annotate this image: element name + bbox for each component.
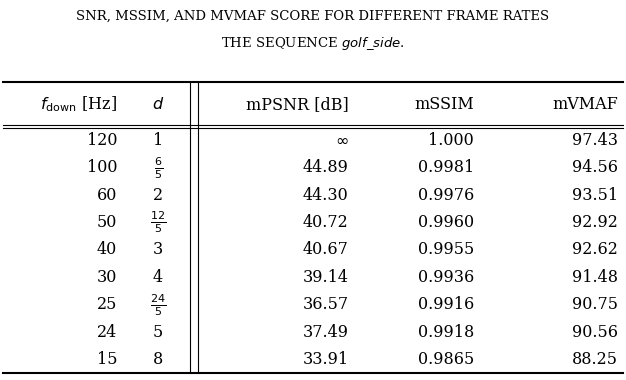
Text: 97.43: 97.43 bbox=[572, 132, 618, 149]
Text: 0.9955: 0.9955 bbox=[418, 241, 474, 258]
Text: 50: 50 bbox=[96, 214, 117, 231]
Text: THE SEQUENCE $\mathit{golf\_side}$.: THE SEQUENCE $\mathit{golf\_side}$. bbox=[221, 35, 405, 52]
Text: 44.30: 44.30 bbox=[303, 187, 349, 204]
Text: SNR, MSSIM, AND MVMAF SCORE FOR DIFFERENT FRAME RATES: SNR, MSSIM, AND MVMAF SCORE FOR DIFFEREN… bbox=[76, 10, 550, 22]
Text: 36.57: 36.57 bbox=[302, 296, 349, 313]
Text: 93.51: 93.51 bbox=[572, 187, 618, 204]
Text: $\frac{6}{5}$: $\frac{6}{5}$ bbox=[153, 155, 163, 180]
Text: 0.9936: 0.9936 bbox=[418, 269, 474, 286]
Text: 90.75: 90.75 bbox=[572, 296, 618, 313]
Text: 24: 24 bbox=[97, 323, 117, 340]
Text: 90.56: 90.56 bbox=[572, 323, 618, 340]
Text: mVMAF: mVMAF bbox=[552, 96, 618, 112]
Text: 25: 25 bbox=[96, 296, 117, 313]
Text: 37.49: 37.49 bbox=[303, 323, 349, 340]
Text: 91.48: 91.48 bbox=[572, 269, 618, 286]
Text: mSSIM: mSSIM bbox=[414, 96, 474, 112]
Text: 30: 30 bbox=[96, 269, 117, 286]
Text: 94.56: 94.56 bbox=[572, 159, 618, 176]
Text: 1: 1 bbox=[153, 132, 163, 149]
Text: 4: 4 bbox=[153, 269, 163, 286]
Text: 5: 5 bbox=[153, 323, 163, 340]
Text: $\frac{12}{5}$: $\frac{12}{5}$ bbox=[150, 209, 166, 235]
Text: 8: 8 bbox=[153, 351, 163, 368]
Text: 33.91: 33.91 bbox=[302, 351, 349, 368]
Text: 0.9960: 0.9960 bbox=[418, 214, 474, 231]
Text: 3: 3 bbox=[153, 241, 163, 258]
Text: 100: 100 bbox=[86, 159, 117, 176]
Text: 40.72: 40.72 bbox=[303, 214, 349, 231]
Text: $\infty$: $\infty$ bbox=[335, 132, 349, 149]
Text: 40: 40 bbox=[97, 241, 117, 258]
Text: 0.9981: 0.9981 bbox=[418, 159, 474, 176]
Text: 92.62: 92.62 bbox=[572, 241, 618, 258]
Text: 88.25: 88.25 bbox=[572, 351, 618, 368]
Text: $f_{\mathrm{down}}$ [Hz]: $f_{\mathrm{down}}$ [Hz] bbox=[40, 94, 117, 114]
Text: 40.67: 40.67 bbox=[303, 241, 349, 258]
Text: 1.000: 1.000 bbox=[428, 132, 474, 149]
Text: 39.14: 39.14 bbox=[303, 269, 349, 286]
Text: 2: 2 bbox=[153, 187, 163, 204]
Text: mPSNR [dB]: mPSNR [dB] bbox=[246, 96, 349, 112]
Text: 120: 120 bbox=[86, 132, 117, 149]
Text: 44.89: 44.89 bbox=[303, 159, 349, 176]
Text: 0.9916: 0.9916 bbox=[418, 296, 474, 313]
Text: 60: 60 bbox=[96, 187, 117, 204]
Text: 15: 15 bbox=[96, 351, 117, 368]
Text: 0.9865: 0.9865 bbox=[418, 351, 474, 368]
Text: $\frac{24}{5}$: $\frac{24}{5}$ bbox=[150, 292, 166, 318]
Text: 0.9918: 0.9918 bbox=[418, 323, 474, 340]
Text: $d$: $d$ bbox=[152, 96, 164, 112]
Text: 0.9976: 0.9976 bbox=[418, 187, 474, 204]
Text: 92.92: 92.92 bbox=[572, 214, 618, 231]
